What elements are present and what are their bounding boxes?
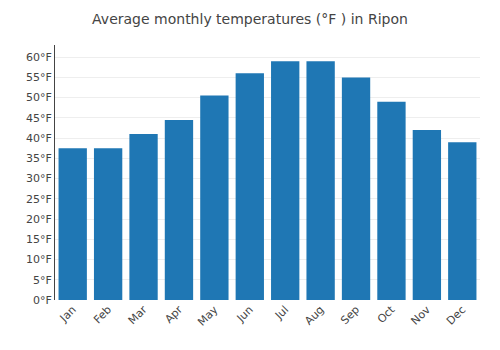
svg-text:Apr: Apr: [162, 303, 185, 326]
svg-text:35°F: 35°F: [26, 152, 52, 165]
svg-text:40°F: 40°F: [26, 132, 52, 145]
svg-text:Oct: Oct: [375, 303, 398, 326]
svg-text:Feb: Feb: [91, 303, 114, 326]
svg-text:May: May: [195, 303, 221, 329]
svg-text:Nov: Nov: [409, 303, 434, 328]
svg-text:25°F: 25°F: [26, 193, 52, 206]
svg-text:60°F: 60°F: [26, 51, 52, 64]
svg-text:Average monthly temperatures (: Average monthly temperatures (°F ) in Ri…: [92, 11, 408, 27]
svg-text:20°F: 20°F: [26, 213, 52, 226]
svg-text:55°F: 55°F: [26, 71, 52, 84]
svg-text:15°F: 15°F: [26, 233, 52, 246]
svg-text:Mar: Mar: [126, 303, 150, 327]
svg-text:5°F: 5°F: [33, 274, 52, 287]
svg-text:50°F: 50°F: [26, 91, 52, 104]
svg-text:Jun: Jun: [234, 303, 256, 325]
svg-text:Dec: Dec: [444, 303, 468, 327]
svg-text:Aug: Aug: [302, 303, 326, 327]
svg-text:30°F: 30°F: [26, 172, 52, 185]
svg-text:0°F: 0°F: [33, 294, 52, 307]
svg-text:10°F: 10°F: [26, 253, 52, 266]
svg-text:45°F: 45°F: [26, 112, 52, 125]
svg-text:Jan: Jan: [57, 303, 79, 325]
svg-text:Jul: Jul: [272, 303, 291, 322]
svg-text:Sep: Sep: [338, 303, 362, 327]
